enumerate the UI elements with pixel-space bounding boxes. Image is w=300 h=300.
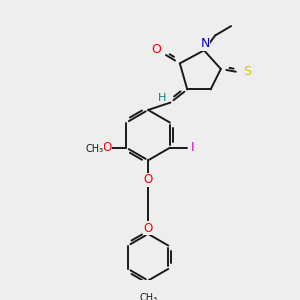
Text: CH₃: CH₃ (139, 293, 157, 300)
Text: CH₃: CH₃ (85, 144, 104, 154)
Text: O: O (152, 43, 161, 56)
Text: O: O (143, 173, 153, 186)
Text: S: S (243, 65, 251, 78)
Text: I: I (190, 141, 194, 154)
Text: N: N (200, 37, 210, 50)
Text: O: O (143, 222, 153, 235)
Text: O: O (102, 141, 111, 154)
Text: H: H (158, 93, 166, 103)
